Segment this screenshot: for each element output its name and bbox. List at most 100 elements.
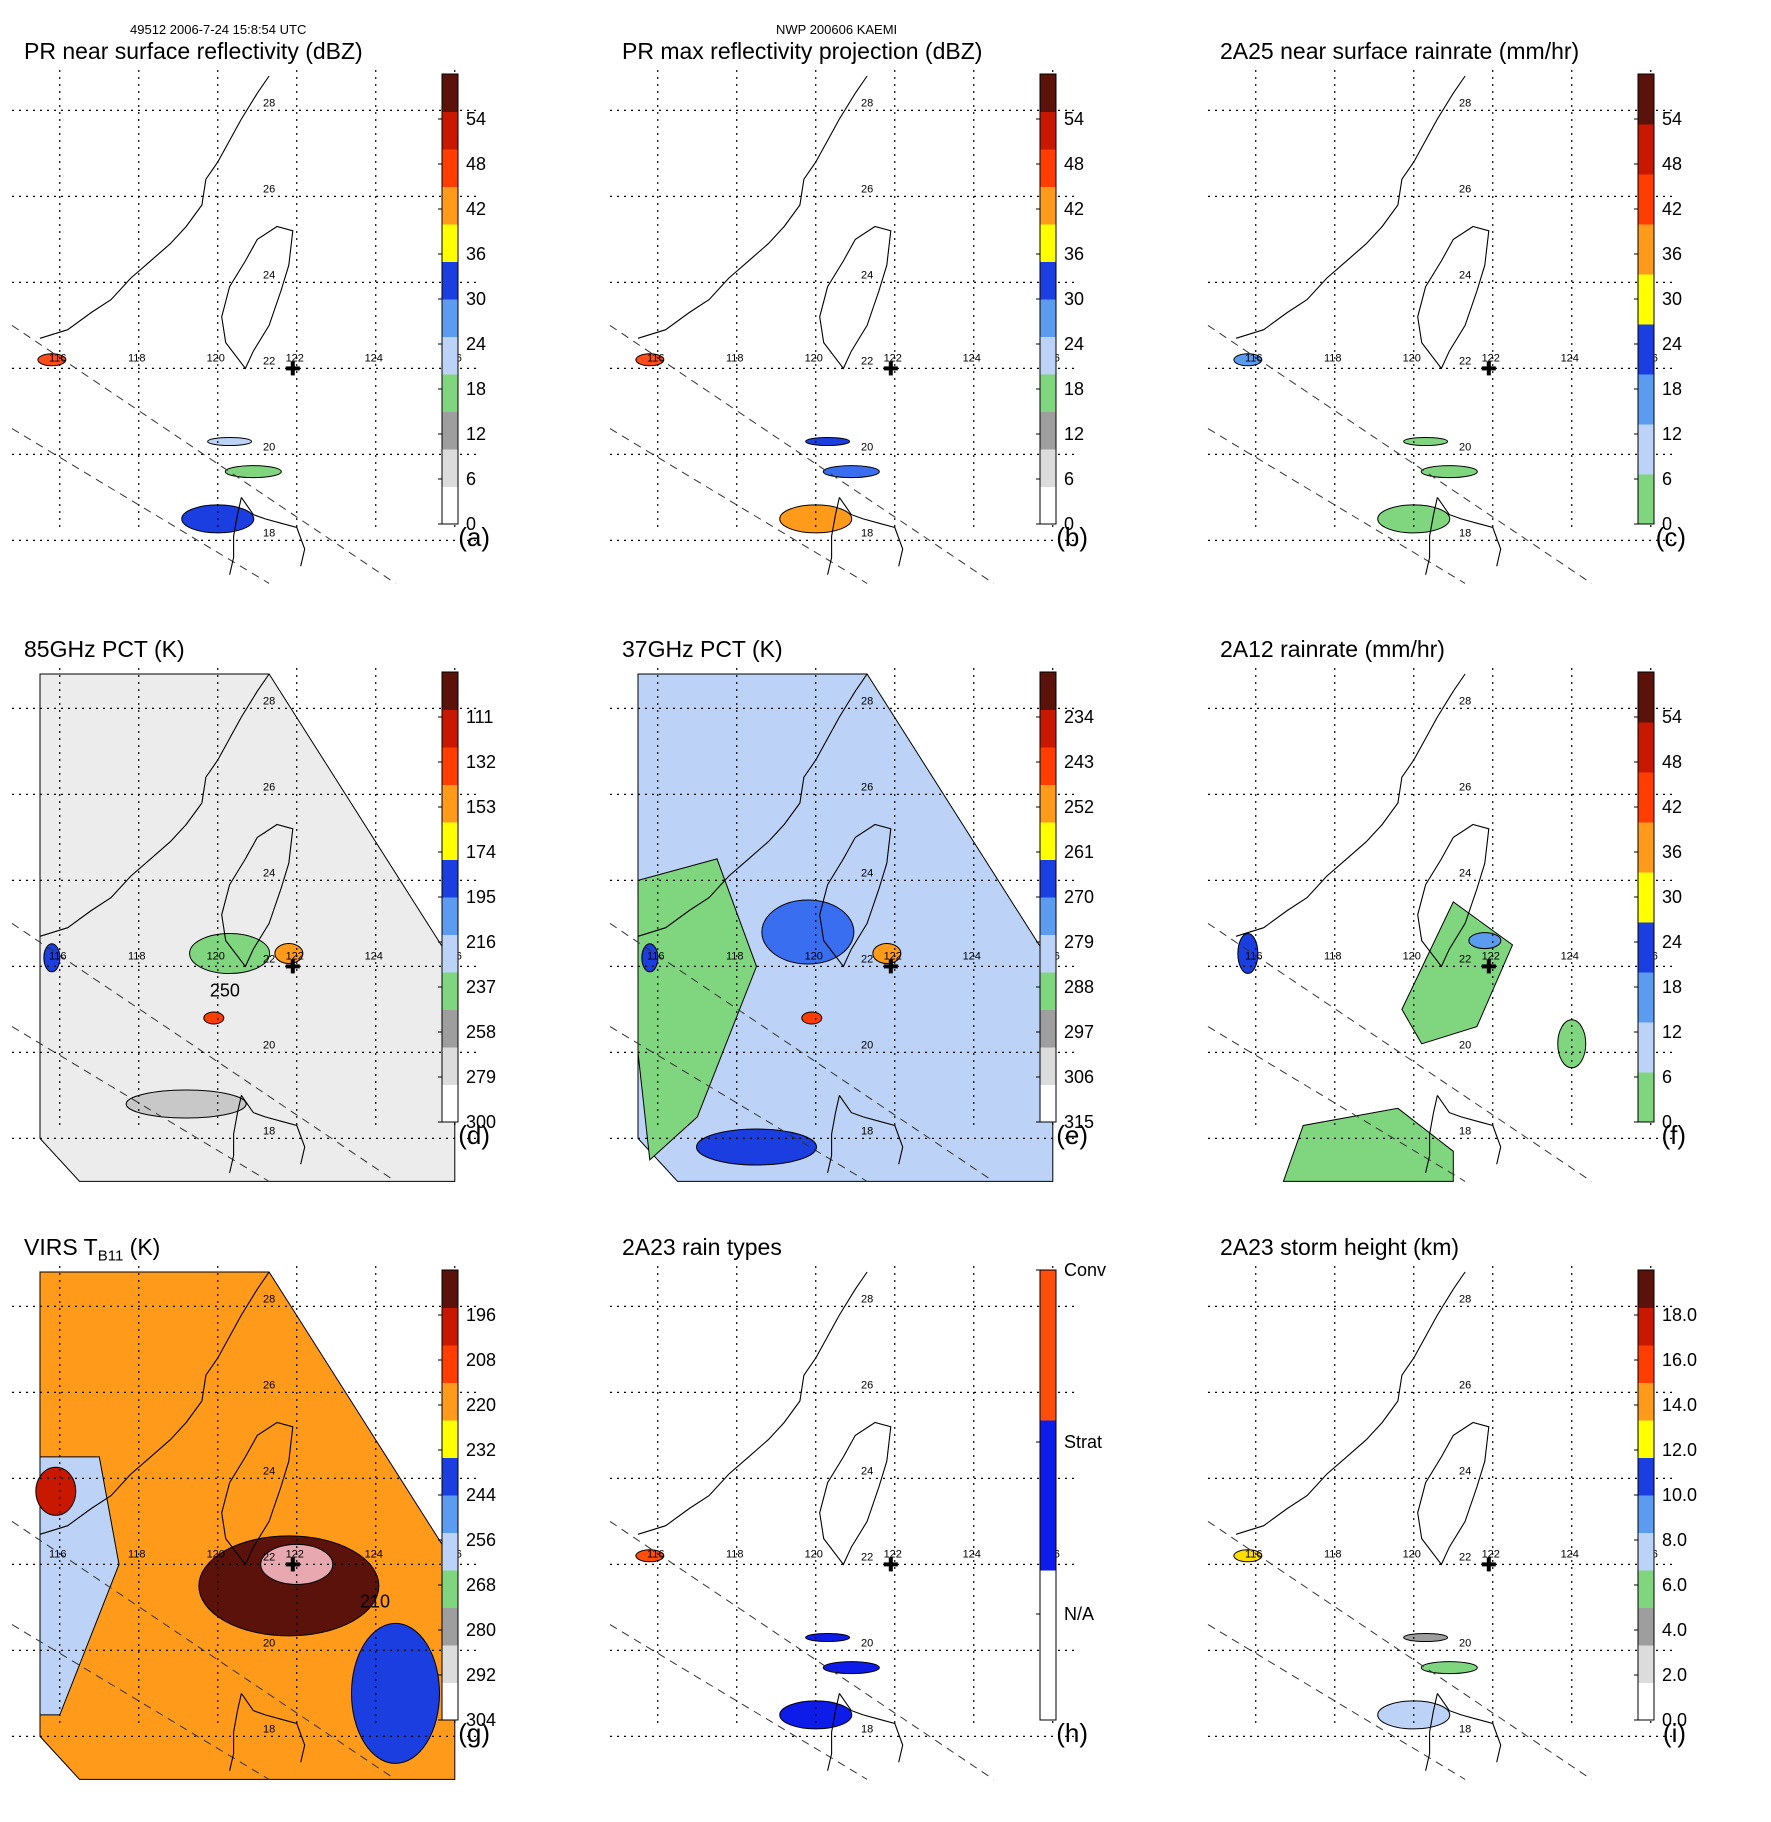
swath-edge-north <box>1207 1520 1592 1780</box>
colorbar-swatch <box>1638 274 1654 325</box>
lat-label: 26 <box>1459 1379 1471 1391</box>
lon-label: 118 <box>1324 353 1342 365</box>
storm-center-plus-icon <box>1481 1557 1496 1572</box>
colorbar-tick-label: 18 <box>466 379 486 399</box>
coastline <box>39 75 306 575</box>
colorbar-tick-label: 174 <box>466 842 496 862</box>
lon-label: 122 <box>286 951 304 963</box>
colorbar-tick-label: 208 <box>466 1350 496 1370</box>
lat-label: 18 <box>861 527 873 539</box>
colorbar-swatch <box>442 1270 458 1308</box>
lon-label: 116 <box>1245 353 1263 365</box>
colorbar-swatch <box>442 709 458 748</box>
lon-label: 124 <box>963 951 981 963</box>
lat-label: 24 <box>861 1465 873 1477</box>
lat-lon-grid <box>610 70 1078 541</box>
colorbar-tick-label: Conv <box>1064 1260 1106 1280</box>
lon-label: 120 <box>805 951 823 963</box>
rain-band-middle <box>1420 465 1478 479</box>
panel-b: 1161181201221241262826242220185448423630… <box>598 36 1198 626</box>
lon-label: 122 <box>884 951 902 963</box>
colorbar-swatch <box>1638 224 1654 275</box>
colorbar-tick-label: 6 <box>1662 469 1672 489</box>
colorbar-tick-label: 195 <box>466 887 496 907</box>
colorbar-swatch <box>442 1457 458 1496</box>
colorbar-swatch <box>1638 1645 1654 1683</box>
colorbar-tick-label: 36 <box>1064 244 1084 264</box>
lat-label: 26 <box>263 1379 275 1391</box>
lat-label: 26 <box>861 183 873 195</box>
lat-label: 22 <box>861 1551 873 1563</box>
colorbar-tick-label: 0 <box>1662 1112 1672 1132</box>
band-cell <box>801 1011 823 1025</box>
colorbar-tick-label: 42 <box>1662 199 1682 219</box>
lat-label: 20 <box>861 441 873 453</box>
colorbar-tick-label: 10.0 <box>1662 1485 1697 1505</box>
colorbar-tick-label: 153 <box>466 797 496 817</box>
rain-band-north <box>1403 437 1449 446</box>
lon-label: 116 <box>647 951 665 963</box>
lat-label: 24 <box>861 867 873 879</box>
band-cell <box>203 1011 225 1025</box>
rain-band-middle <box>224 465 282 479</box>
colorbar-swatch <box>1040 224 1056 262</box>
colorbar-tick-label: 220 <box>466 1395 496 1415</box>
lat-label: 26 <box>861 781 873 793</box>
colorbar-tick-label: 268 <box>466 1575 496 1595</box>
lat-label: 22 <box>263 1551 275 1563</box>
lat-label: 18 <box>263 1125 275 1137</box>
panel-e: 1161181201221241262826242220182342432522… <box>598 634 1198 1224</box>
lon-label: 120 <box>805 353 823 365</box>
storm-center-plus-icon <box>883 361 898 376</box>
colorbar-swatch <box>442 1607 458 1646</box>
lat-label: 28 <box>1459 1293 1471 1305</box>
colorbar-tick-label: 0 <box>1064 514 1074 534</box>
colorbar-tick-label: 4.0 <box>1662 1620 1687 1640</box>
lon-label: 124 <box>1561 353 1579 365</box>
colorbar-swatch <box>1638 872 1654 923</box>
rain-band-north <box>207 437 253 446</box>
lat-label: 18 <box>1459 527 1471 539</box>
lon-label: 120 <box>207 1549 225 1561</box>
lon-label: 122 <box>1482 951 1500 963</box>
colorbar-swatch <box>1638 972 1654 1023</box>
colorbar-swatch <box>442 1345 458 1383</box>
colorbar-tick-label: 216 <box>466 932 496 952</box>
panel-letter-label: (b) <box>1056 522 1088 552</box>
colorbar-swatch <box>442 486 458 525</box>
lat-label: 18 <box>263 1723 275 1735</box>
colorbar: 111 132 153 174 195 216 237 258 279 300 <box>438 671 496 1132</box>
lon-label: 116 <box>1245 951 1263 963</box>
lat-label: 24 <box>861 269 873 281</box>
colorbar-tick-label: 6 <box>1064 469 1074 489</box>
colorbar-tick-label: 48 <box>1662 752 1682 772</box>
rain-band-middle <box>822 1661 880 1675</box>
storm-center-plus-icon <box>1481 361 1496 376</box>
colorbar-swatch <box>1638 1072 1654 1123</box>
lat-label: 28 <box>263 97 275 109</box>
lon-label: 118 <box>128 951 146 963</box>
storm-center-plus-icon <box>883 1557 898 1572</box>
panel-title: 2A23 storm height (km) <box>1220 1234 1460 1260</box>
lon-label: 120 <box>207 951 225 963</box>
colorbar-swatch <box>1040 1570 1056 1721</box>
colorbar-swatch <box>1638 124 1654 175</box>
colorbar-swatch <box>1040 747 1056 785</box>
colorbar-swatch <box>442 411 458 450</box>
colorbar-swatch <box>1638 174 1654 225</box>
rain-band-north <box>805 437 851 446</box>
lat-lon-grid <box>1208 668 1676 1139</box>
lat-label: 22 <box>861 953 873 965</box>
colorbar-swatch <box>1040 186 1056 225</box>
colorbar-tick-label: 279 <box>1064 932 1094 952</box>
colorbar-tick-label: 234 <box>1064 707 1094 727</box>
field-pct85: 250 <box>39 673 456 1182</box>
storm-center-plus-icon <box>285 361 300 376</box>
colorbar-tick-label: 48 <box>466 154 486 174</box>
colorbar-tick-label: 30 <box>1662 289 1682 309</box>
lon-label: 118 <box>128 1549 146 1561</box>
lat-label: 26 <box>263 183 275 195</box>
coastal-cell <box>641 943 659 973</box>
colorbar-swatch <box>1040 261 1056 300</box>
rain-band-north <box>805 1633 851 1642</box>
